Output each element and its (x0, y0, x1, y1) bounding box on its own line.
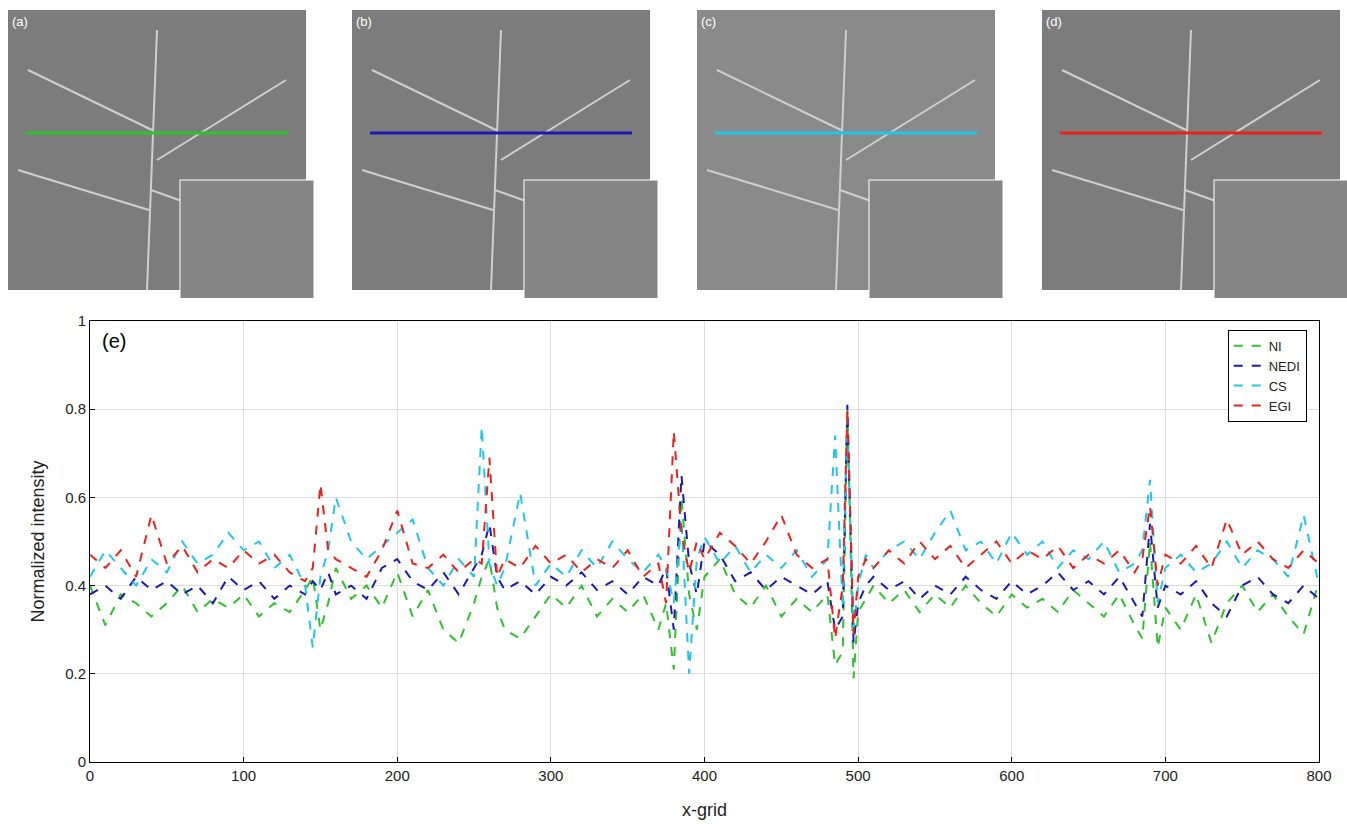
svg-text:(e): (e) (102, 330, 126, 352)
svg-text:300: 300 (538, 767, 563, 784)
svg-text:(a): (a) (12, 14, 28, 29)
svg-text:400: 400 (692, 767, 717, 784)
svg-text:NI: NI (1269, 339, 1282, 354)
svg-text:x-grid: x-grid (682, 800, 727, 820)
svg-text:(b): (b) (356, 14, 372, 29)
svg-text:CS: CS (1269, 379, 1287, 394)
svg-text:800: 800 (1306, 767, 1331, 784)
svg-text:600: 600 (999, 767, 1024, 784)
svg-text:EGI: EGI (1269, 399, 1291, 414)
svg-text:1: 1 (78, 312, 86, 329)
svg-text:0.4: 0.4 (65, 577, 86, 594)
svg-text:0: 0 (86, 767, 94, 784)
svg-text:0.2: 0.2 (65, 665, 86, 682)
svg-text:700: 700 (1153, 767, 1178, 784)
svg-text:0.6: 0.6 (65, 489, 86, 506)
svg-text:200: 200 (385, 767, 410, 784)
svg-text:(d): (d) (1046, 14, 1062, 29)
svg-text:NEDI: NEDI (1269, 359, 1300, 374)
svg-text:500: 500 (846, 767, 871, 784)
svg-text:0.8: 0.8 (65, 400, 86, 417)
svg-text:100: 100 (231, 767, 256, 784)
svg-text:Normalized intensity: Normalized intensity (28, 460, 48, 622)
svg-text:0: 0 (78, 753, 86, 770)
svg-text:(c): (c) (701, 14, 716, 29)
